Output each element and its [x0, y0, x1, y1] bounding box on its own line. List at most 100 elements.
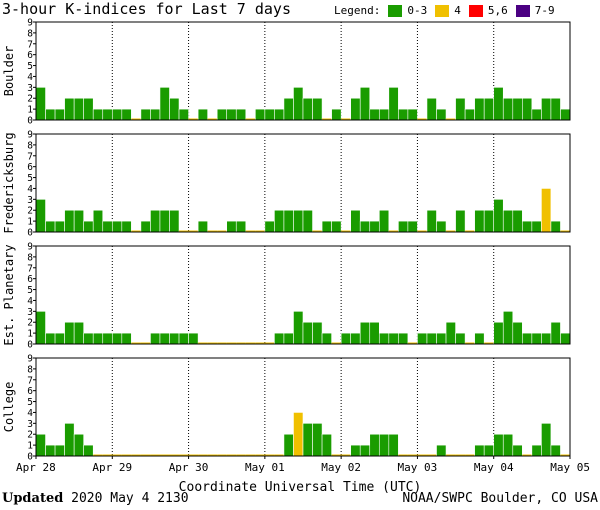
bar-est-planetary: [83, 332, 94, 345]
bar-college: [474, 444, 485, 457]
bar-college: [293, 412, 304, 457]
legend-text-4: 4: [454, 4, 461, 17]
bar-fredericksburg: [121, 220, 132, 233]
bar-boulder: [150, 108, 161, 121]
panel-frame-boulder: [35, 21, 571, 121]
bar-college: [522, 454, 532, 456]
bar-est-planetary: [226, 342, 237, 344]
y-tick-label-boulder: 9: [27, 18, 33, 29]
bar-est-planetary: [245, 342, 256, 344]
bar-boulder: [216, 108, 228, 121]
y-tick-label-college: 9: [27, 354, 33, 365]
y-tick-label-fredericksburg: 2: [27, 206, 33, 217]
bar-fredericksburg: [169, 209, 180, 233]
bar-fredericksburg: [35, 199, 46, 233]
y-tick-label-est-planetary: 7: [27, 263, 33, 274]
bar-college: [483, 444, 495, 457]
bar-est-planetary: [417, 332, 428, 345]
y-tick-label-fredericksburg: 3: [27, 195, 33, 206]
bar-college: [35, 433, 46, 457]
bar-fredericksburg: [512, 209, 523, 233]
y-tick-label-boulder: 8: [27, 28, 33, 39]
bar-est-planetary: [283, 332, 294, 345]
bar-boulder: [388, 87, 399, 121]
bar-fredericksburg: [54, 220, 65, 233]
bar-est-planetary: [264, 342, 275, 344]
bar-fredericksburg: [45, 220, 56, 233]
bar-boulder: [398, 108, 409, 121]
bar-college: [236, 454, 246, 456]
y-tick-label-est-planetary: 3: [27, 307, 33, 318]
bar-fredericksburg: [359, 220, 371, 233]
y-tick-label-college: 0: [27, 452, 33, 463]
bar-fredericksburg: [73, 209, 84, 233]
bar-boulder: [283, 97, 294, 121]
y-tick-label-est-planetary: 4: [27, 296, 33, 307]
bar-fredericksburg: [140, 220, 151, 233]
bar-est-planetary: [45, 332, 56, 345]
bar-fredericksburg: [341, 230, 351, 232]
bar-fredericksburg: [331, 220, 342, 233]
bar-est-planetary: [54, 332, 65, 345]
bar-fredericksburg: [217, 230, 227, 232]
source-credit: NOAA/SWPC Boulder, CO USA: [402, 491, 598, 506]
bar-college: [512, 444, 523, 457]
y-tick-label-est-planetary: 5: [27, 285, 33, 296]
updated-value: 2020 May 4 2130: [71, 491, 189, 506]
bar-boulder: [464, 108, 475, 121]
y-tick-label-boulder: 1: [27, 105, 33, 116]
bar-fredericksburg: [274, 209, 285, 233]
bar-college: [302, 423, 313, 457]
bar-fredericksburg: [226, 220, 237, 233]
bar-est-planetary: [426, 332, 437, 345]
bar-fredericksburg: [502, 209, 514, 233]
bar-boulder: [541, 97, 552, 121]
bar-est-planetary: [35, 311, 46, 345]
bar-fredericksburg: [436, 220, 447, 233]
y-tick-label-boulder: 7: [27, 39, 33, 50]
bar-boulder: [245, 118, 256, 120]
bar-college: [121, 454, 132, 456]
bar-fredericksburg: [159, 209, 170, 233]
bar-est-planetary: [169, 332, 180, 345]
y-tick-label-college: 4: [27, 408, 33, 419]
x-axis-label: Coordinate Universal Time (UTC): [179, 480, 422, 495]
bar-boulder: [341, 118, 351, 120]
bar-boulder: [436, 108, 447, 121]
bar-est-planetary: [255, 342, 265, 344]
bar-fredericksburg: [150, 209, 161, 233]
bar-college: [179, 454, 189, 456]
y-tick-label-est-planetary: 2: [27, 318, 33, 329]
bar-college: [493, 433, 504, 457]
bar-college: [331, 454, 342, 456]
panel-frame-college: [35, 357, 571, 457]
station-label-fredericksburg: Fredericksburg: [2, 132, 16, 233]
bar-fredericksburg: [407, 220, 418, 233]
bar-fredericksburg: [92, 209, 104, 233]
x-tick-label: Apr 30: [169, 461, 209, 474]
bar-est-planetary: [302, 321, 313, 345]
bar-boulder: [455, 97, 466, 121]
bar-boulder: [83, 97, 94, 121]
bar-est-planetary: [340, 332, 351, 345]
bar-boulder: [493, 87, 504, 121]
bar-fredericksburg: [179, 230, 189, 232]
bar-fredericksburg: [264, 220, 275, 233]
y-tick-label-est-planetary: 9: [27, 242, 33, 253]
bar-boulder: [331, 108, 342, 121]
bar-est-planetary: [131, 342, 141, 344]
y-tick-label-boulder: 6: [27, 50, 33, 61]
bar-college: [426, 454, 437, 456]
bar-boulder: [264, 108, 275, 121]
bar-boulder: [474, 97, 485, 121]
bar-est-planetary: [493, 321, 504, 345]
bar-college: [369, 433, 380, 457]
bar-fredericksburg: [350, 209, 361, 233]
bar-boulder: [378, 108, 390, 121]
bar-fredericksburg: [64, 209, 75, 233]
bar-fredericksburg: [550, 220, 561, 233]
bar-est-planetary: [388, 332, 399, 345]
bar-fredericksburg: [111, 220, 123, 233]
bar-est-planetary: [312, 321, 323, 345]
bar-est-planetary: [531, 332, 542, 345]
